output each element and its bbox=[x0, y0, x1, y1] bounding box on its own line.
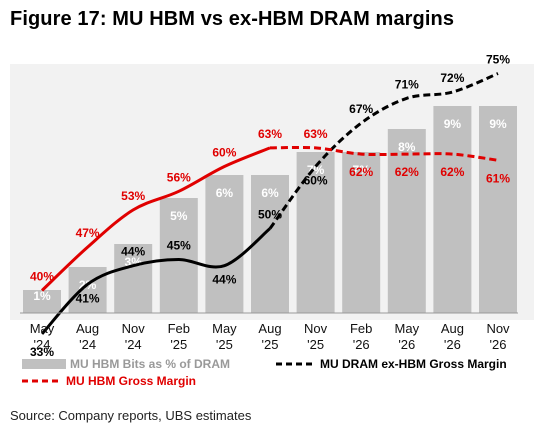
x-tick-3: Feb '25 bbox=[168, 321, 190, 352]
legend-label-black-line: MU DRAM ex-HBM Gross Margin bbox=[320, 357, 507, 371]
red-label-9: 62% bbox=[440, 165, 464, 179]
x-tick-9: Aug '26 bbox=[441, 321, 464, 352]
red-label-2: 53% bbox=[121, 189, 145, 203]
x-tick-10: Nov '26 bbox=[486, 321, 510, 352]
black-label-1: 41% bbox=[76, 291, 100, 305]
bar-1 bbox=[68, 267, 107, 313]
red-line-estimate bbox=[269, 145, 499, 162]
bar-label-7: 7% bbox=[353, 163, 371, 177]
bar-label-8: 8% bbox=[398, 140, 416, 154]
bar-label-4: 6% bbox=[216, 186, 234, 200]
x-tick-5: Aug '25 bbox=[258, 321, 281, 352]
legend-swatch-bars bbox=[22, 359, 66, 369]
bar-5 bbox=[251, 175, 289, 313]
bar-4 bbox=[205, 175, 244, 313]
red-label-7: 62% bbox=[349, 165, 373, 179]
x-tick-2: Nov '24 bbox=[122, 321, 146, 352]
black-label-9: 72% bbox=[440, 71, 464, 85]
black-label-4: 44% bbox=[212, 273, 236, 287]
bar-6 bbox=[296, 152, 335, 313]
bar-label-9: 9% bbox=[444, 117, 462, 131]
bar-label-3: 5% bbox=[170, 209, 188, 223]
x-tick-4: May '25 bbox=[212, 321, 237, 352]
legend-label-bars: MU HBM Bits as % of DRAM bbox=[70, 357, 230, 371]
x-axis-ticks: May '24 Aug '24 Nov '24 Feb '25 May '25 Aug '25 Nov '… bbox=[30, 321, 510, 352]
red-label-5: 63% bbox=[258, 127, 282, 141]
bar-10 bbox=[479, 106, 517, 313]
x-tick-8: May '26 bbox=[395, 321, 420, 352]
black-line-actual bbox=[40, 227, 271, 335]
red-label-3: 56% bbox=[167, 170, 191, 184]
bar-7 bbox=[342, 152, 381, 313]
red-label-6: 63% bbox=[304, 127, 328, 141]
black-label-6: 60% bbox=[304, 174, 328, 188]
red-label-0: 40% bbox=[30, 270, 54, 284]
bar-8 bbox=[387, 129, 426, 313]
bar-label-5: 6% bbox=[261, 186, 279, 200]
bar-label-10: 9% bbox=[489, 117, 507, 131]
red-label-10: 61% bbox=[486, 171, 510, 185]
red-label-8: 62% bbox=[395, 165, 419, 179]
bar-9 bbox=[433, 106, 472, 313]
black-label-3: 45% bbox=[167, 239, 191, 253]
black-label-5: 50% bbox=[258, 208, 282, 222]
legend-label-red-line: MU HBM Gross Margin bbox=[66, 374, 196, 388]
line-labels-group: 33% 41% 44% 45% 44% 50% 60% 67% 71% 72% 75% 40% 47% 5… bbox=[30, 53, 510, 359]
bar-0 bbox=[23, 290, 61, 313]
x-tick-6: Nov '25 bbox=[304, 321, 328, 352]
x-tick-7: Feb '26 bbox=[350, 321, 372, 352]
black-label-2: 44% bbox=[121, 245, 145, 259]
bar-3 bbox=[159, 198, 198, 313]
red-line-actual bbox=[40, 146, 271, 292]
bar-label-0: 1% bbox=[33, 289, 51, 303]
source-note: Source: Company reports, UBS estimates bbox=[10, 408, 252, 423]
legend: MU HBM Bits as % of DRAM MU DRAM ex-HBM … bbox=[22, 357, 507, 388]
black-label-7: 67% bbox=[349, 102, 373, 116]
lines-group bbox=[40, 72, 499, 335]
black-label-10: 75% bbox=[486, 53, 510, 67]
bars-group bbox=[23, 106, 517, 313]
chart-title: Figure 17: MU HBM vs ex-HBM DRAM margins bbox=[10, 8, 455, 30]
x-tick-1: Aug '24 bbox=[76, 321, 99, 352]
black-label-8: 71% bbox=[395, 77, 419, 91]
red-label-4: 60% bbox=[212, 146, 236, 160]
red-label-1: 47% bbox=[76, 226, 100, 240]
bar-2 bbox=[114, 244, 153, 313]
x-tick-0: May '24 bbox=[30, 321, 55, 352]
black-label-0: 33% bbox=[30, 345, 54, 359]
